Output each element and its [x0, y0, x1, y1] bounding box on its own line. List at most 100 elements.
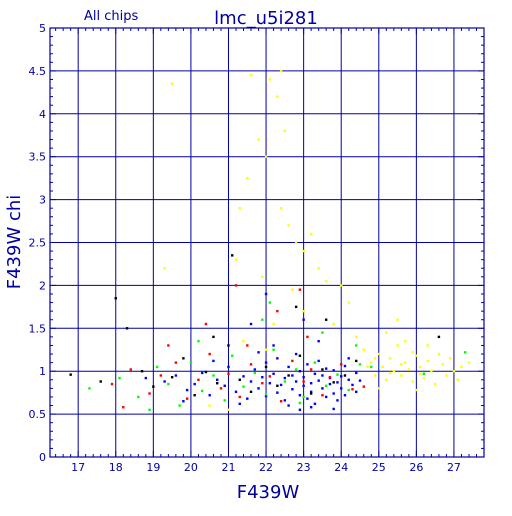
data-point: [276, 309, 279, 313]
data-point: [122, 406, 125, 409]
data-point: [261, 275, 264, 279]
data-point: [238, 402, 241, 406]
data-point: [69, 373, 72, 376]
data-point: [242, 385, 245, 388]
data-point: [159, 374, 163, 377]
data-point: [355, 371, 358, 375]
data-point: [445, 374, 448, 377]
data-point: [358, 379, 362, 382]
data-point: [216, 378, 219, 381]
data-point: [392, 370, 396, 373]
data-point: [340, 375, 343, 378]
data-point: [227, 344, 230, 347]
data-point: [170, 82, 174, 85]
data-point: [347, 388, 350, 392]
data-point: [197, 378, 200, 381]
data-point: [294, 352, 298, 356]
data-point: [216, 382, 219, 385]
data-point: [283, 380, 287, 383]
data-point: [355, 335, 358, 339]
data-point: [437, 352, 441, 356]
tick-marks: [50, 27, 485, 458]
data-point: [324, 384, 328, 387]
data-point: [268, 78, 272, 81]
data-point: [418, 372, 422, 375]
x-tick-label: 25: [372, 461, 386, 474]
y-tick-label: 1.5: [29, 322, 47, 335]
data-point: [291, 374, 294, 377]
data-point: [441, 363, 444, 366]
data-point: [246, 344, 249, 347]
data-point: [433, 382, 437, 386]
data-point: [283, 129, 287, 133]
data-point: [231, 254, 234, 257]
data-point: [283, 399, 287, 402]
data-point: [189, 361, 193, 364]
x-axis-label: F439W: [237, 482, 300, 503]
y-tick-label: 1: [39, 365, 46, 378]
data-point: [336, 373, 339, 376]
data-point: [347, 378, 350, 381]
data-point: [415, 354, 418, 357]
data-point: [227, 408, 230, 412]
data-point: [249, 73, 253, 77]
data-point: [347, 357, 350, 360]
data-point: [294, 241, 298, 244]
data-point: [332, 381, 335, 384]
data-point: [185, 397, 189, 400]
x-tick-label: 22: [259, 461, 273, 474]
data-point: [276, 391, 279, 394]
data-point: [388, 371, 392, 375]
data-point: [306, 335, 309, 339]
data-point: [193, 382, 196, 386]
data-point: [302, 318, 305, 321]
data-point: [340, 284, 343, 287]
data-point: [272, 322, 275, 326]
data-point: [294, 380, 298, 383]
data-point: [415, 388, 418, 392]
data-point: [294, 305, 298, 309]
data-point: [204, 370, 208, 374]
data-point: [400, 374, 403, 377]
data-point: [246, 397, 249, 400]
data-point: [464, 351, 467, 354]
data-point: [212, 359, 215, 363]
y-tick-label: 5: [39, 22, 46, 35]
data-point: [388, 357, 392, 360]
data-point: [298, 288, 302, 291]
data-point: [351, 383, 354, 387]
data-point: [163, 380, 166, 383]
data-point: [170, 376, 174, 379]
data-point: [347, 301, 350, 304]
data-point: [238, 395, 241, 399]
data-point: [148, 408, 151, 412]
data-point: [272, 372, 275, 375]
data-point: [336, 381, 339, 384]
data-point: [264, 348, 268, 351]
data-point: [343, 374, 347, 377]
data-point: [182, 400, 185, 403]
data-point: [287, 224, 290, 227]
data-point: [373, 357, 377, 360]
x-tick-label: 24: [334, 461, 348, 474]
data-point: [422, 372, 426, 375]
data-point: [287, 404, 290, 407]
data-point: [287, 374, 290, 377]
data-point: [324, 318, 328, 321]
data-point: [264, 361, 268, 364]
y-axis-label: F439W chi: [4, 195, 25, 290]
data-point: [324, 395, 328, 399]
data-point: [129, 368, 132, 371]
data-point: [110, 382, 114, 386]
data-point: [178, 404, 181, 407]
data-point: [212, 374, 215, 377]
data-point: [204, 322, 208, 326]
y-tick-label: 0: [39, 451, 46, 464]
data-point: [276, 384, 279, 387]
data-point: [242, 375, 245, 378]
data-point: [249, 380, 253, 383]
chart-title: lmc_u5i281: [214, 8, 318, 29]
data-point: [99, 380, 102, 383]
y-tick-label: 4.5: [29, 65, 47, 78]
data-point: [268, 382, 272, 385]
